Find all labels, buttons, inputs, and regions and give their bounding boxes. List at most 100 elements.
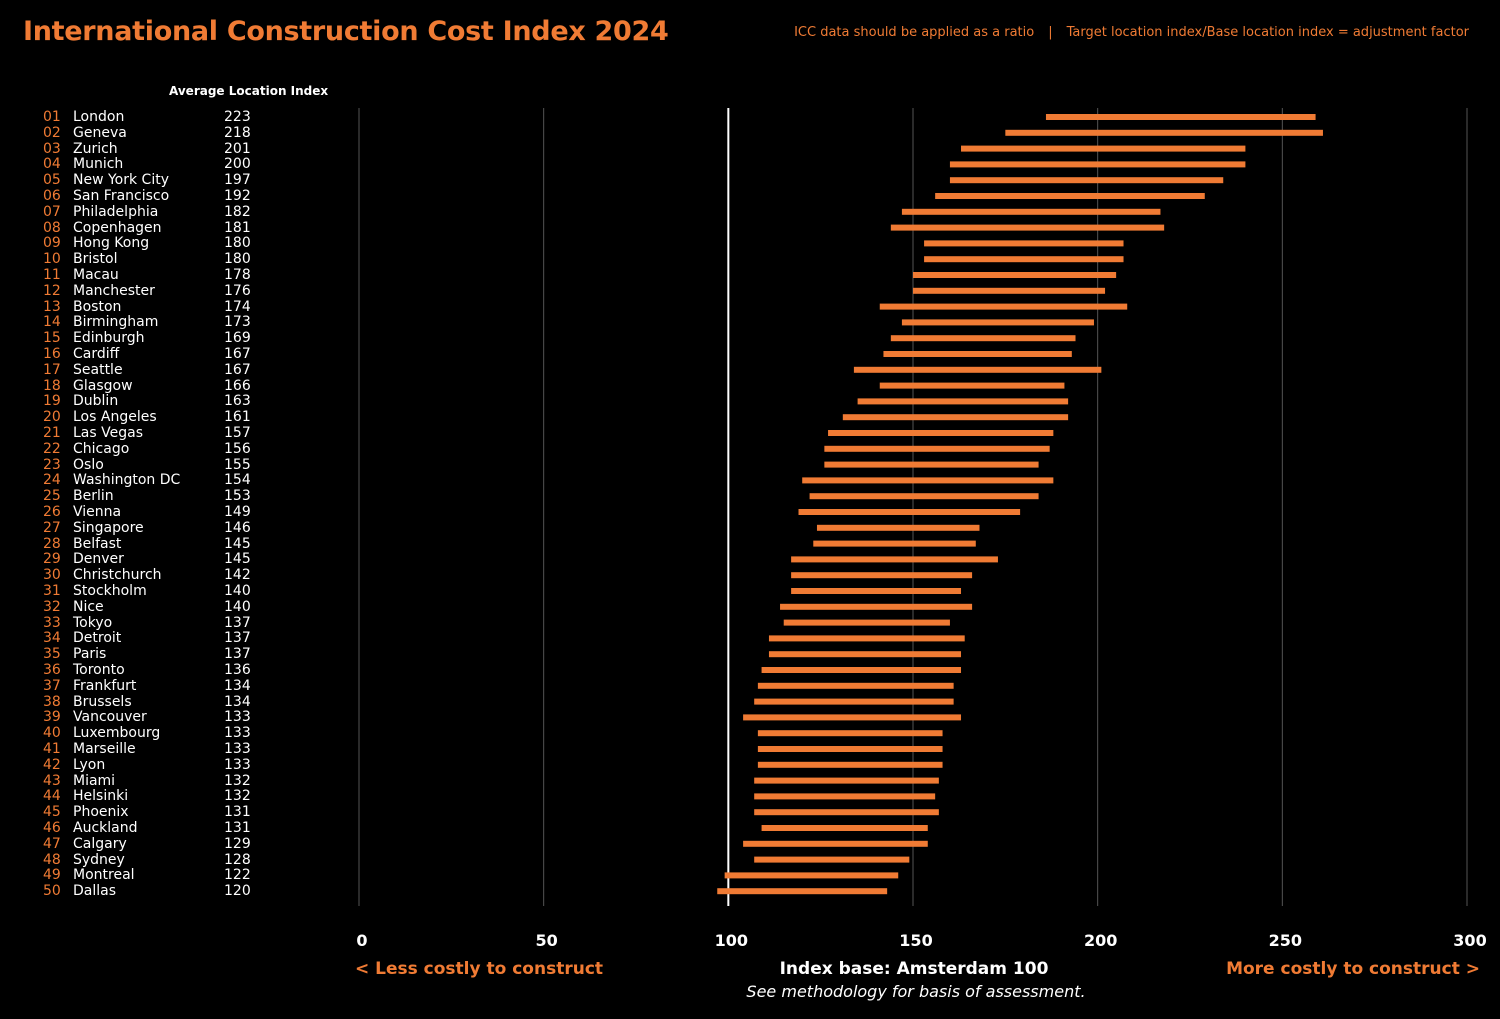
city-rank: 16 xyxy=(43,346,61,362)
range-bar-oslo xyxy=(824,461,1039,468)
city-rank: 05 xyxy=(43,172,61,189)
ratio-note-left: ICC data should be applied as a ratio xyxy=(794,25,1035,40)
city-name: Glasgow xyxy=(73,377,133,394)
city-name: New York City xyxy=(73,172,169,189)
city-name: Helsinki xyxy=(73,788,129,805)
city-name: Cardiff xyxy=(73,346,120,362)
range-bar-belfast xyxy=(813,540,976,547)
city-name: Chicago xyxy=(73,440,130,457)
city-average-index: 128 xyxy=(224,851,251,868)
city-rank: 46 xyxy=(43,820,61,836)
range-bar-dallas xyxy=(717,888,888,895)
city-average-index: 133 xyxy=(224,741,251,757)
city-rank: 50 xyxy=(43,883,61,900)
city-name: Luxembourg xyxy=(73,725,161,742)
city-name: Las Vegas xyxy=(73,425,143,441)
city-name: Los Angeles xyxy=(73,409,157,426)
city-average-index: 173 xyxy=(224,314,251,331)
city-rank: 12 xyxy=(43,282,61,299)
city-rank: 09 xyxy=(43,235,61,252)
city-average-index: 181 xyxy=(224,219,251,236)
city-rank: 25 xyxy=(43,488,61,505)
city-name: Birmingham xyxy=(73,314,159,331)
range-bar-edinburgh xyxy=(890,335,1076,342)
city-average-index: 133 xyxy=(224,709,251,726)
x-tick-label: 200 xyxy=(1084,931,1117,950)
range-bar-cardiff xyxy=(883,351,1072,357)
city-average-index: 122 xyxy=(224,867,251,884)
range-bar-brussels xyxy=(754,698,954,705)
city-name: Brussels xyxy=(73,693,132,710)
city-rank: 11 xyxy=(43,267,61,283)
range-bar-helsinki xyxy=(754,793,936,800)
city-name: Nice xyxy=(73,598,104,615)
city-rank: 20 xyxy=(43,409,61,426)
range-bar-san-francisco xyxy=(935,193,1205,199)
range-bar-boston xyxy=(879,303,1128,310)
page-title: International Construction Cost Index 20… xyxy=(23,16,669,47)
ratio-note: ICC data should be applied as a ratio | Ta… xyxy=(794,25,1469,40)
city-average-index: 153 xyxy=(224,488,251,505)
range-bar-phoenix xyxy=(754,809,939,816)
city-average-index: 182 xyxy=(224,203,251,220)
city-average-index: 134 xyxy=(224,693,251,710)
range-bar-copenhagen xyxy=(890,224,1165,231)
range-bar-las-vegas xyxy=(828,430,1054,436)
city-name: Boston xyxy=(73,298,122,315)
city-average-index: 155 xyxy=(224,456,251,473)
city-name: Belfast xyxy=(73,535,122,552)
city-average-index: 149 xyxy=(224,504,251,520)
city-rank: 32 xyxy=(43,598,61,615)
city-average-index: 145 xyxy=(224,551,251,568)
range-bar-sydney xyxy=(754,856,910,863)
city-rank: 26 xyxy=(43,504,61,520)
range-bar-munich xyxy=(949,161,1246,168)
range-bar-marseille xyxy=(757,746,943,752)
range-bar-christchurch xyxy=(791,572,973,579)
x-tick-label: 50 xyxy=(536,931,558,950)
city-average-index: 140 xyxy=(224,598,251,615)
range-bar-denver xyxy=(791,556,998,563)
city-average-index: 140 xyxy=(224,583,251,599)
city-name: Auckland xyxy=(73,820,138,836)
city-average-index: 167 xyxy=(224,361,251,378)
range-bar-miami xyxy=(754,777,939,784)
ratio-note-right: Target location index/Base location inde… xyxy=(1066,25,1469,40)
city-name: London xyxy=(73,109,125,125)
city-rank: 23 xyxy=(43,456,61,473)
city-name: Frankfurt xyxy=(73,677,137,694)
city-average-index: 197 xyxy=(224,172,251,189)
city-name: Berlin xyxy=(73,488,114,505)
range-bar-zurich xyxy=(961,145,1246,152)
city-rank: 06 xyxy=(43,188,61,204)
city-rank: 27 xyxy=(43,519,61,536)
city-rank: 24 xyxy=(43,472,61,489)
city-name: Oslo xyxy=(73,456,104,473)
city-rank: 17 xyxy=(43,361,61,378)
city-name: Zurich xyxy=(73,140,118,157)
city-average-index: 132 xyxy=(224,788,251,805)
city-average-index: 192 xyxy=(224,188,251,204)
range-bar-washington-dc xyxy=(802,477,1054,484)
city-rank: 45 xyxy=(43,804,61,821)
city-rank: 34 xyxy=(43,630,61,647)
city-average-index: 201 xyxy=(224,140,251,157)
city-rank: 30 xyxy=(43,567,61,584)
city-rank: 21 xyxy=(43,425,61,441)
city-average-index: 133 xyxy=(224,725,251,742)
city-rank: 13 xyxy=(43,298,61,315)
city-name: Montreal xyxy=(73,867,135,884)
city-name: Edinburgh xyxy=(73,330,145,347)
city-name: Hong Kong xyxy=(73,235,150,252)
city-rank: 08 xyxy=(43,219,61,236)
range-bar-chicago xyxy=(824,445,1050,452)
city-name: Bristol xyxy=(73,251,118,268)
x-tick-label: 250 xyxy=(1269,931,1302,950)
city-rank: 39 xyxy=(43,709,61,726)
range-bar-frankfurt xyxy=(757,682,954,689)
range-bar-paris xyxy=(768,651,962,658)
range-bar-hong-kong xyxy=(924,240,1124,247)
range-bar-tokyo xyxy=(783,619,950,626)
city-average-index: 136 xyxy=(224,662,251,678)
city-average-index: 129 xyxy=(224,835,251,852)
